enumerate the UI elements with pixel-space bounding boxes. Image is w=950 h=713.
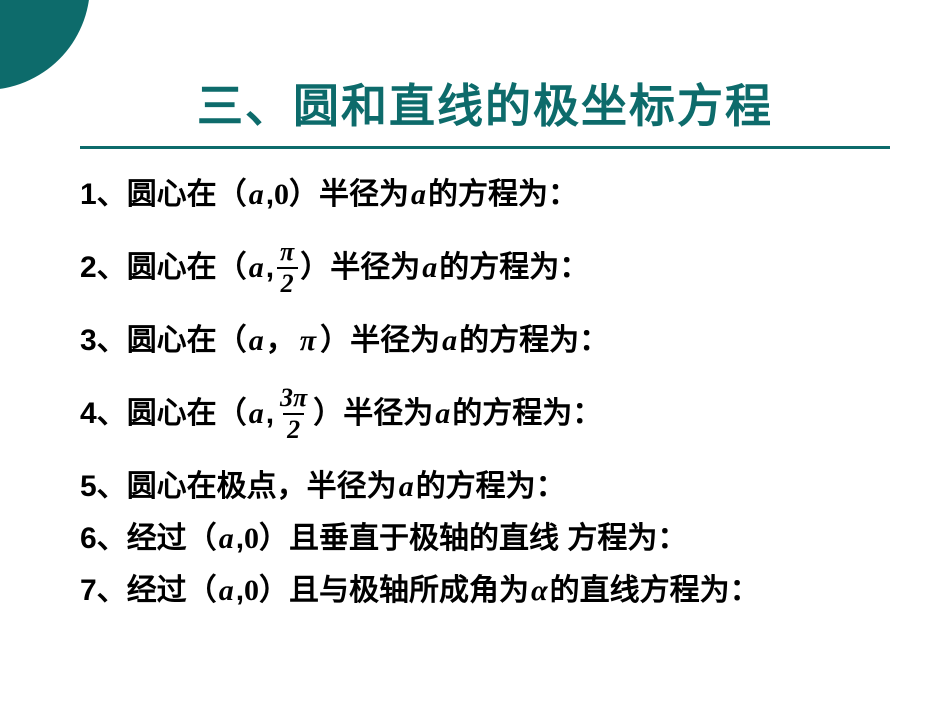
list-item: 4、 圆心在（ a , 3π 2 ）半径为 a 的方程为： bbox=[80, 385, 890, 443]
item-number: 7、 bbox=[80, 573, 127, 609]
item-number: 6、 bbox=[80, 521, 127, 557]
title-underline bbox=[80, 146, 890, 149]
item-number: 3、 bbox=[80, 323, 127, 359]
item-content: 圆心在（ a ， π ）半径为 a 的方程为： bbox=[127, 323, 609, 359]
slide-title: 三、圆和直线的极坐标方程 bbox=[80, 70, 890, 136]
list-item: 7、 经过（ a , 0 ）且与极轴所成角为 α 的直线方程为： bbox=[80, 573, 890, 609]
item-content: 圆心在极点，半径为 a 的方程为： bbox=[127, 469, 566, 505]
item-number: 5、 bbox=[80, 469, 127, 505]
slide-content: 三、圆和直线的极坐标方程 1、 圆心在（ a , 0 ）半径为 a 的方程为： … bbox=[0, 0, 950, 665]
list-item: 6、 经过（ a , 0 ）且垂直于极轴的直线 方程为： bbox=[80, 521, 890, 557]
item-content: 经过（ a , 0 ）且垂直于极轴的直线 方程为： bbox=[127, 521, 688, 557]
item-content: 圆心在（ a , π 2 ）半径为 a 的方程为： bbox=[127, 239, 590, 297]
item-content: 圆心在（ a , 0 ）半径为 a 的方程为： bbox=[127, 177, 578, 213]
list-item: 2、 圆心在（ a , π 2 ）半径为 a 的方程为： bbox=[80, 239, 890, 297]
item-content: 经过（ a , 0 ）且与极轴所成角为 α 的直线方程为： bbox=[127, 573, 760, 609]
list-item: 3、 圆心在（ a ， π ）半径为 a 的方程为： bbox=[80, 323, 890, 359]
item-content: 圆心在（ a , 3π 2 ）半径为 a 的方程为： bbox=[127, 385, 603, 443]
list-item: 1、 圆心在（ a , 0 ）半径为 a 的方程为： bbox=[80, 177, 890, 213]
fraction: π 2 bbox=[276, 239, 298, 297]
list-item: 5、 圆心在极点，半径为 a 的方程为： bbox=[80, 469, 890, 505]
item-number: 2、 bbox=[80, 250, 127, 286]
item-number: 1、 bbox=[80, 177, 127, 213]
item-number: 4、 bbox=[80, 396, 127, 432]
fraction: 3π 2 bbox=[276, 385, 311, 443]
